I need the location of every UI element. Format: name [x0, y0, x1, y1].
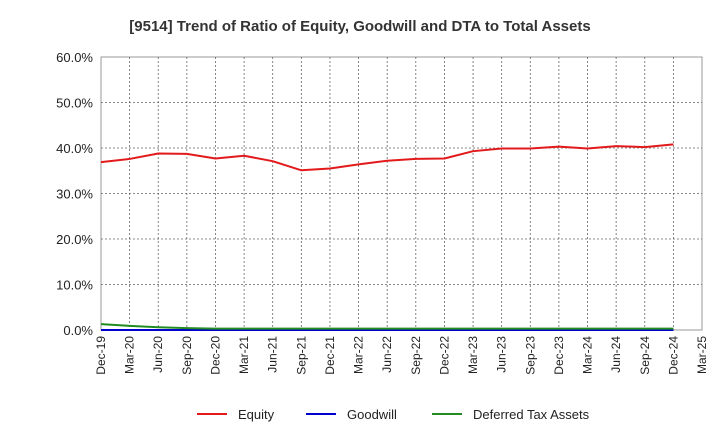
- x-tick-label: Dec-23: [552, 336, 566, 375]
- legend-label-goodwill: Goodwill: [347, 407, 397, 422]
- x-tick-label: Sep-20: [180, 336, 194, 375]
- y-tick-label: 20.0%: [56, 232, 93, 247]
- x-tick-label: Mar-25: [695, 336, 709, 374]
- x-tick-label: Mar-24: [581, 336, 595, 374]
- y-tick-label: 40.0%: [56, 141, 93, 156]
- series-line-deferred-tax-assets: [100, 323, 674, 330]
- x-tick-label: Mar-23: [466, 336, 480, 374]
- x-tick-label: Jun-24: [609, 336, 623, 373]
- x-tick-label: Sep-21: [294, 336, 308, 375]
- x-tick-label: Dec-20: [208, 336, 222, 375]
- x-tick-label: Dec-22: [437, 336, 451, 375]
- x-tick-label: Mar-21: [237, 336, 251, 374]
- x-tick-label: Jun-20: [151, 336, 165, 373]
- chart-title: [9514] Trend of Ratio of Equity, Goodwil…: [129, 18, 590, 35]
- x-tick-label: Sep-23: [523, 336, 537, 375]
- legend-label-equity: Equity: [238, 407, 275, 422]
- x-tick-label: Sep-24: [638, 336, 652, 375]
- y-tick-label: 30.0%: [56, 187, 93, 202]
- x-tick-label: Jun-22: [380, 336, 394, 373]
- x-tick-label: Jun-23: [495, 336, 509, 373]
- y-tick-label: 10.0%: [56, 278, 93, 293]
- x-tick-label: Dec-21: [323, 336, 337, 375]
- series-line-equity: [100, 143, 674, 172]
- plot-area: 0.0% 10.0% 20.0% 30.0% 40.0% 50.0% 60.0% Dec-19…: [56, 50, 709, 375]
- y-tick-label: 60.0%: [56, 50, 93, 65]
- x-tick-label: Dec-24: [666, 336, 680, 375]
- x-tick-label: Dec-19: [94, 336, 108, 375]
- x-tick-label: Mar-22: [352, 336, 366, 374]
- x-tick-label: Jun-21: [266, 336, 280, 373]
- y-tick-label: 0.0%: [63, 323, 93, 338]
- legend: Equity Goodwill Deferred Tax Assets: [197, 407, 590, 422]
- x-tick-label: Mar-20: [123, 336, 137, 374]
- legend-label-deferred-tax-assets: Deferred Tax Assets: [473, 407, 590, 422]
- x-tick-label: Sep-22: [409, 336, 423, 375]
- y-tick-label: 50.0%: [56, 96, 93, 111]
